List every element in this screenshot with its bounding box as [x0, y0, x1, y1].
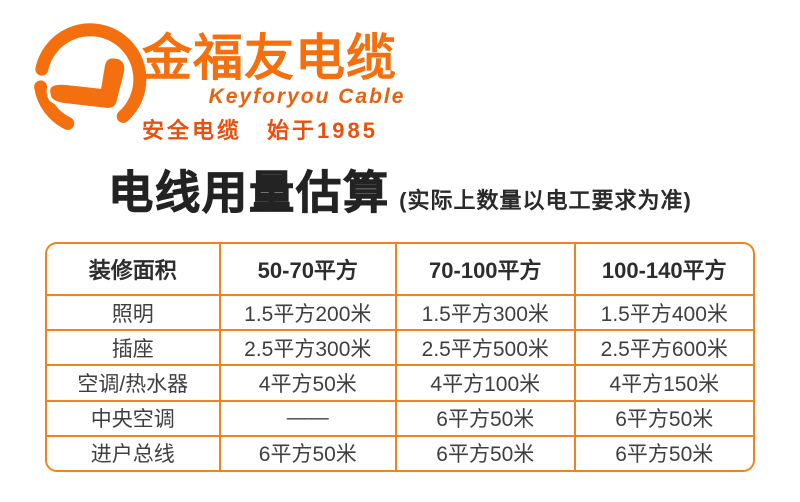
value-cell: 1.5平方300米: [397, 296, 574, 330]
value-cell: ——: [220, 401, 396, 435]
estimation-table: 装修面积 50-70平方 70-100平方 100-140平方 照明 1.5平方…: [45, 242, 755, 472]
row-label-cell: 插座: [47, 331, 219, 365]
value-cell: 1.5平方400米: [575, 296, 753, 330]
row-label-cell: 空调/热水器: [47, 366, 219, 400]
value-cell: 6平方50米: [397, 436, 574, 470]
value-cell: 4平方50米: [220, 366, 396, 400]
value-cell: 1.5平方200米: [220, 296, 396, 330]
value-cell: 2.5平方500米: [397, 331, 574, 365]
cable-swoosh-logo: [34, 23, 147, 130]
brand-name-cn: 金福友电缆: [142, 30, 397, 86]
row-label-cell: 进户总线: [47, 436, 219, 470]
value-cell: 6平方50米: [220, 436, 396, 470]
table-header-cell-70-100: 70-100平方: [397, 244, 574, 294]
page-title: 电线用量估算: [108, 167, 391, 219]
table-header-cell-100-140: 100-140平方: [575, 244, 753, 294]
value-cell: 4平方100米: [397, 366, 574, 400]
title-note: (实际上数量以电工要求为准): [399, 188, 692, 213]
value-cell: 2.5平方600米: [575, 331, 753, 365]
brand-slogan: 安全电缆 始于1985: [142, 118, 378, 143]
brand-name-en: Keyforyou Cable: [208, 85, 406, 108]
value-cell: 4平方150米: [575, 366, 753, 400]
row-label-cell: 中央空调: [47, 401, 219, 435]
table-header-cell-area: 装修面积: [47, 244, 219, 294]
estimation-table-grid: 装修面积 50-70平方 70-100平方 100-140平方 照明 1.5平方…: [47, 244, 753, 470]
value-cell: 6平方50米: [575, 401, 753, 435]
value-cell: 2.5平方300米: [220, 331, 396, 365]
value-cell: 6平方50米: [397, 401, 574, 435]
table-header-cell-50-70: 50-70平方: [220, 244, 396, 294]
value-cell: 6平方50米: [575, 436, 753, 470]
brand-text-block: 金福友电缆 Keyforyou Cable 安全电缆 始于1985: [142, 33, 472, 145]
row-label-cell: 照明: [47, 296, 219, 330]
title-row: 电线用量估算 (实际上数量以电工要求为准): [0, 156, 800, 221]
